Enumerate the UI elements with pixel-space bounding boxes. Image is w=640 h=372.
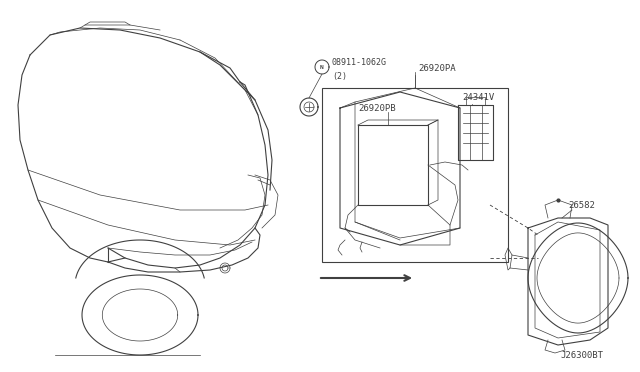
Text: 26920PA: 26920PA [418, 64, 456, 73]
Text: 08911-1062G: 08911-1062G [332, 58, 387, 67]
Text: (2): (2) [332, 71, 347, 80]
Text: 26920PB: 26920PB [358, 103, 396, 112]
Bar [322, 88, 508, 262]
Text: J26300BT: J26300BT [560, 352, 603, 360]
Text: 24341V: 24341V [462, 93, 494, 102]
Text: 26582: 26582 [568, 201, 595, 209]
Text: N: N [320, 64, 324, 70]
